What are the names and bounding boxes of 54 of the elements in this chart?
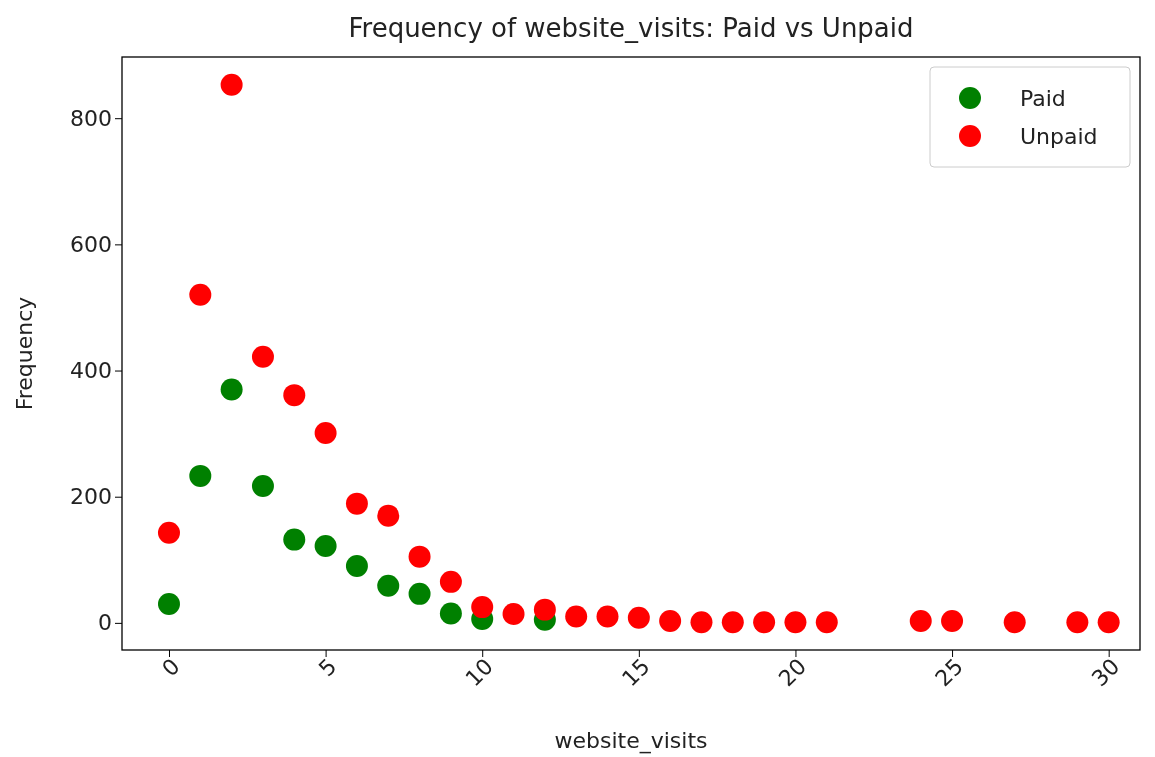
- point: [220, 73, 243, 96]
- x-tick-label: 0: [157, 653, 185, 682]
- point: [377, 574, 400, 597]
- y-axis-title: Frequency: [12, 296, 37, 411]
- point: [1097, 611, 1120, 634]
- point: [753, 611, 776, 634]
- x-tick-label: 20: [773, 653, 812, 692]
- legend-label: Unpaid: [1020, 123, 1098, 149]
- point: [909, 610, 932, 632]
- point: [408, 545, 431, 568]
- y-tick-label: 800: [70, 105, 112, 131]
- point: [157, 592, 180, 615]
- y-tick-label: 200: [70, 484, 112, 510]
- point: [721, 611, 744, 634]
- x-tick-label: 25: [930, 653, 968, 692]
- point: [1003, 611, 1026, 634]
- point: [189, 283, 212, 306]
- point: [314, 422, 337, 444]
- point: [283, 384, 306, 407]
- point: [157, 521, 180, 544]
- point: [941, 610, 964, 632]
- point: [565, 605, 588, 628]
- y-tick-label: 600: [70, 231, 112, 257]
- point: [408, 582, 431, 605]
- legend-label: Paid: [1020, 85, 1066, 111]
- point: [314, 534, 337, 557]
- x-tick-label: 5: [313, 653, 342, 682]
- point: [283, 528, 306, 551]
- x-tick-label: 15: [617, 653, 655, 692]
- point: [471, 596, 494, 619]
- point: [659, 610, 682, 632]
- point: [596, 605, 619, 628]
- point: [345, 492, 368, 515]
- point: [345, 555, 368, 578]
- point: [251, 475, 274, 497]
- point: [189, 464, 212, 487]
- point: [439, 570, 462, 593]
- point: [377, 504, 400, 527]
- point: [502, 603, 525, 626]
- y-tick-label: 0: [98, 610, 112, 636]
- chart-title: Frequency of website_visits: Paid vs Unpaid: [348, 13, 914, 43]
- point: [251, 345, 274, 368]
- point: [533, 598, 556, 621]
- point: [815, 611, 838, 634]
- point: [220, 378, 243, 401]
- point: [784, 611, 807, 634]
- point: [690, 611, 713, 634]
- point: [439, 602, 462, 625]
- x-axis-title: website_visits: [554, 728, 708, 754]
- x-tick-label: 10: [460, 653, 498, 692]
- y-tick-label: 400: [70, 358, 112, 384]
- point: [627, 606, 650, 629]
- x-tick-label: 30: [1086, 653, 1125, 692]
- point: [1066, 611, 1089, 634]
